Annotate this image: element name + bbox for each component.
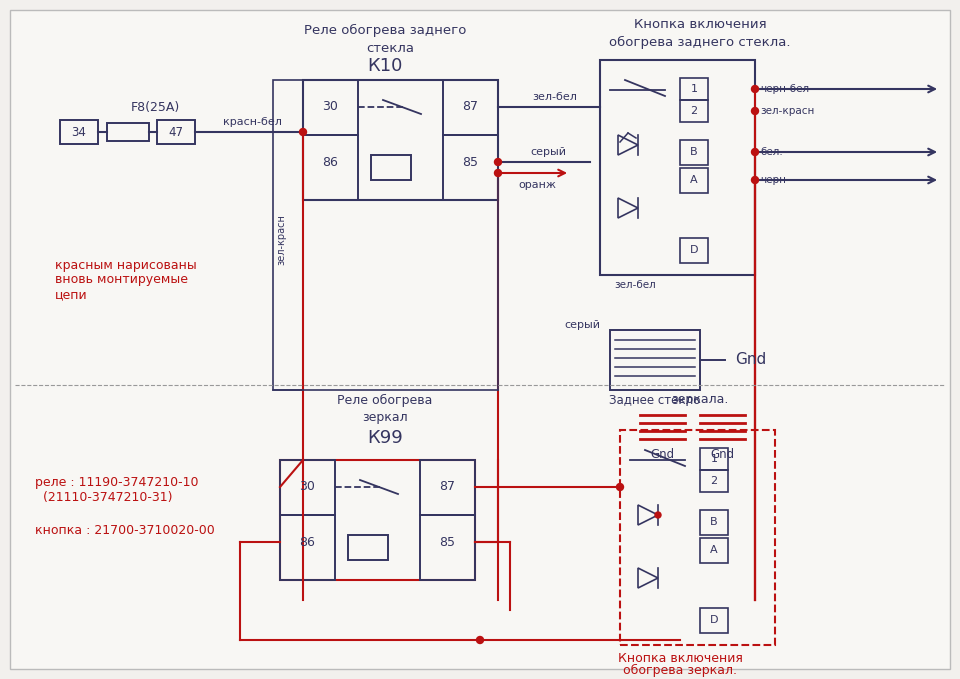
Bar <box>107 123 149 141</box>
Text: 2: 2 <box>690 106 698 116</box>
Bar <box>303 135 358 200</box>
Bar <box>420 515 475 580</box>
Text: 2: 2 <box>710 476 717 486</box>
Text: зеркала.: зеркала. <box>671 394 729 407</box>
Text: A: A <box>690 175 698 185</box>
Bar <box>600 60 755 275</box>
Bar <box>610 330 700 390</box>
Text: К10: К10 <box>368 57 402 75</box>
Text: зел-бел: зел-бел <box>614 280 656 290</box>
Text: 86: 86 <box>300 536 315 549</box>
Text: 1: 1 <box>690 84 698 94</box>
Bar <box>60 120 98 144</box>
Text: B: B <box>690 147 698 157</box>
Text: 34: 34 <box>72 126 86 139</box>
Text: 30: 30 <box>322 100 338 113</box>
Text: 85: 85 <box>462 155 478 168</box>
Bar <box>280 515 335 580</box>
Text: зел-красн: зел-красн <box>276 215 286 265</box>
Text: 87: 87 <box>462 100 478 113</box>
Bar <box>280 460 475 580</box>
Text: кнопка : 21700-3710020-00: кнопка : 21700-3710020-00 <box>35 524 215 536</box>
Text: красн-бел: красн-бел <box>223 117 281 127</box>
Text: обогрева заднего стекла.: обогрева заднего стекла. <box>610 35 791 48</box>
Bar <box>700 608 728 633</box>
Circle shape <box>655 512 661 518</box>
Bar <box>680 140 708 165</box>
Bar <box>443 80 498 135</box>
Circle shape <box>752 149 758 155</box>
Text: 86: 86 <box>322 155 338 168</box>
Text: 30: 30 <box>300 481 315 494</box>
Circle shape <box>752 107 758 115</box>
Circle shape <box>752 86 758 92</box>
Text: серый: серый <box>530 147 566 157</box>
Text: бел.: бел. <box>760 147 782 157</box>
Bar <box>443 135 498 200</box>
Bar <box>700 448 728 470</box>
Text: A: A <box>710 545 718 555</box>
Text: Gnd: Gnd <box>735 352 766 367</box>
Bar <box>700 470 728 492</box>
Circle shape <box>616 483 623 490</box>
Text: черн-бел: черн-бел <box>760 84 809 94</box>
Text: красным нарисованы
вновь монтируемые
цепи: красным нарисованы вновь монтируемые цеп… <box>55 259 197 301</box>
Bar <box>303 80 498 200</box>
Bar <box>157 120 195 144</box>
Bar <box>700 538 728 563</box>
Circle shape <box>300 128 306 136</box>
Bar <box>680 100 708 122</box>
Bar <box>680 238 708 263</box>
Text: серый: серый <box>564 320 600 330</box>
Circle shape <box>752 177 758 183</box>
Text: 1: 1 <box>710 454 717 464</box>
Text: B: B <box>710 517 718 527</box>
Text: зеркал: зеркал <box>362 411 408 424</box>
Text: Кнопка включения: Кнопка включения <box>634 18 766 31</box>
Text: зел-бел: зел-бел <box>533 92 577 102</box>
Text: зел-красн: зел-красн <box>760 106 814 116</box>
Text: реле : 11190-3747210-10
  (21110-3747210-31): реле : 11190-3747210-10 (21110-3747210-3… <box>35 476 199 504</box>
Bar <box>680 168 708 193</box>
Bar <box>273 80 303 390</box>
Text: Заднее стекло: Заднее стекло <box>610 394 701 407</box>
Bar <box>280 460 335 515</box>
Text: Реле обогрева: Реле обогрева <box>337 393 433 407</box>
Text: F8(25A): F8(25A) <box>131 101 180 115</box>
Bar <box>620 430 775 645</box>
Text: К99: К99 <box>367 429 403 447</box>
Text: Кнопка включения: Кнопка включения <box>617 651 742 665</box>
Circle shape <box>476 636 484 644</box>
Text: 87: 87 <box>439 481 455 494</box>
Circle shape <box>494 158 501 166</box>
Text: стекла: стекла <box>366 41 414 54</box>
Text: D: D <box>689 245 698 255</box>
Circle shape <box>494 170 501 177</box>
Bar <box>371 155 411 180</box>
Text: черн: черн <box>760 175 786 185</box>
Text: Gnd: Gnd <box>710 449 734 462</box>
Bar <box>700 510 728 535</box>
Bar <box>303 80 358 135</box>
Bar <box>680 78 708 100</box>
Text: Реле обогрева заднего: Реле обогрева заднего <box>303 24 467 37</box>
Text: 47: 47 <box>169 126 183 139</box>
Text: оранж: оранж <box>518 180 556 190</box>
Text: Gnd: Gnd <box>650 449 674 462</box>
Bar <box>348 535 388 560</box>
Text: D: D <box>709 615 718 625</box>
Text: обогрева зеркал.: обогрева зеркал. <box>623 663 737 676</box>
Text: 85: 85 <box>439 536 455 549</box>
Bar <box>420 460 475 515</box>
